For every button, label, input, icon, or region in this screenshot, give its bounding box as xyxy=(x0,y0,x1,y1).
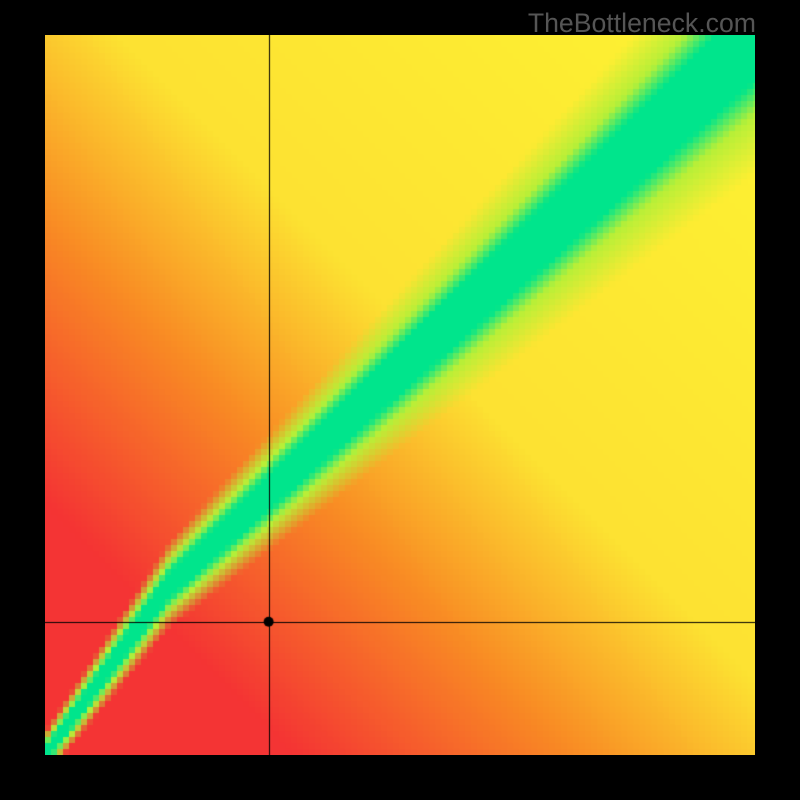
chart-container: TheBottleneck.com xyxy=(0,0,800,800)
watermark-text: TheBottleneck.com xyxy=(528,8,756,39)
bottleneck-heatmap-canvas xyxy=(45,35,755,755)
